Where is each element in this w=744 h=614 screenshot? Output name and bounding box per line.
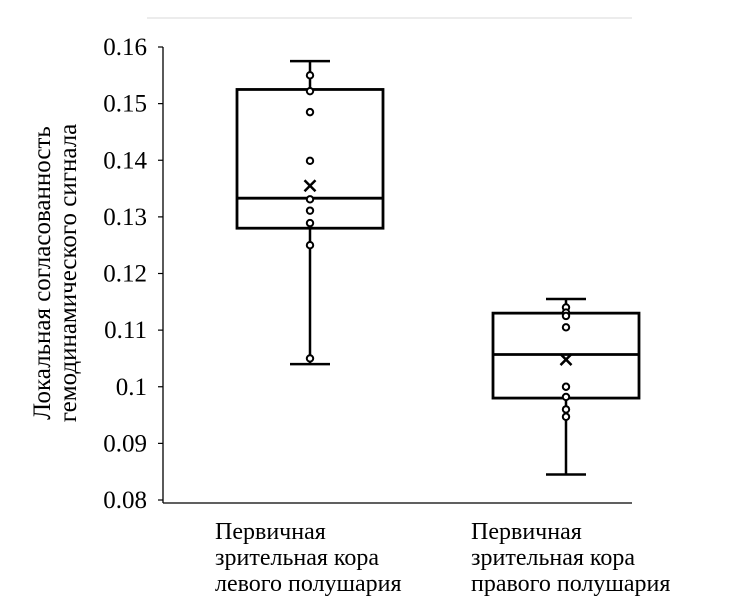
- data-point: [561, 382, 571, 391]
- y-tick-label: 0.15: [103, 91, 147, 118]
- y-axis-title-line-1: Локальная согласованность: [29, 126, 56, 420]
- data-point: [305, 107, 315, 117]
- y-axis-title: Локальная согласованность гемодинамическ…: [29, 124, 82, 423]
- x-category-label-line: Первичная: [215, 519, 326, 545]
- y-tick-label: 0.14: [103, 147, 147, 174]
- y-tick-label: 0.09: [103, 430, 147, 457]
- mean-marker: [559, 353, 573, 366]
- y-tick-label: 0.12: [103, 261, 147, 288]
- y-tick-label: 0.16: [103, 34, 147, 61]
- boxes: [235, 59, 641, 476]
- x-category-label-line: зрительная кора: [215, 545, 379, 571]
- data-point: [305, 240, 315, 250]
- data-point: [561, 392, 571, 402]
- data-point: [305, 71, 315, 80]
- data-point: [561, 412, 571, 421]
- data-point: [305, 156, 315, 166]
- data-point: [561, 405, 571, 414]
- data-point: [561, 311, 571, 321]
- x-category-label-line: Первичная: [471, 519, 582, 545]
- x-category-label-line: зрительная кора: [471, 545, 635, 571]
- mean-marker: [303, 179, 317, 193]
- y-tick-label: 0.11: [104, 317, 147, 344]
- data-point: [305, 86, 315, 96]
- data-point: [305, 195, 315, 204]
- y-tick-label: 0.08: [103, 487, 147, 514]
- x-category-label-line: правого полушария: [471, 571, 670, 597]
- box-group: [235, 59, 385, 366]
- data-point: [305, 354, 315, 363]
- y-axis-title-line-2: гемодинамического сигнала: [55, 124, 82, 423]
- x-category-label-line: левого полушария: [215, 571, 402, 597]
- data-point: [305, 206, 315, 215]
- data-point: [561, 323, 571, 332]
- y-tick-label: 0.13: [103, 204, 147, 231]
- y-tick-label: 0.1: [116, 374, 147, 401]
- data-point: [305, 218, 315, 228]
- y-axis: 0.08 0.09 0.1 0.11 0.12 0.13 0.14 0.15 0.16: [103, 34, 632, 514]
- box-group: [491, 297, 641, 476]
